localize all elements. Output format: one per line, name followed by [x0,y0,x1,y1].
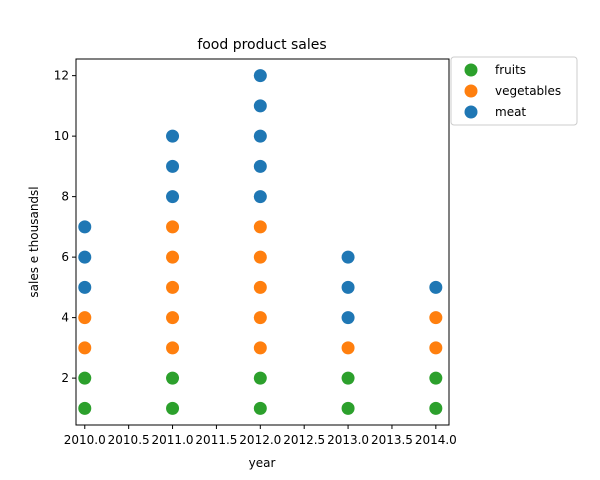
legend-frame [450,56,578,126]
y-tick-label: 12 [54,69,69,83]
legend-label-meat: meat [495,105,526,119]
point-fruits [341,371,355,385]
y-tick-label: 6 [61,250,69,264]
point-fruits [78,401,92,415]
legend: fruits vegetables meat [450,56,578,126]
point-meat [253,159,267,173]
point-vegetables [166,280,180,294]
point-vegetables [253,311,267,325]
x-tick-label: 2014.0 [415,433,457,447]
point-vegetables [253,220,267,234]
x-tick-label: 2010.0 [64,433,106,447]
x-axis-label: year [249,456,276,470]
legend-label-vegetables: vegetables [495,84,561,98]
point-vegetables [166,341,180,355]
x-tick-label: 2012.0 [239,433,281,447]
plot-frame [75,58,450,426]
point-fruits [429,371,443,385]
point-vegetables [253,250,267,264]
point-meat [429,280,443,294]
legend-marker-meat [464,105,478,119]
x-tick-label: 2011.0 [152,433,194,447]
point-fruits [166,371,180,385]
y-tick-label: 10 [54,129,69,143]
point-fruits [78,371,92,385]
x-tick-label: 2013.0 [327,433,369,447]
y-axis: 2 4 6 8 10 12 [54,69,76,385]
point-meat [341,311,355,325]
legend-label-fruits: fruits [495,63,526,77]
chart-title: food product sales [197,37,326,53]
point-meat [78,250,92,264]
point-vegetables [429,341,443,355]
point-vegetables [166,311,180,325]
point-meat [341,280,355,294]
y-axis-label: sales e thousandsl [27,186,41,297]
points-layer [78,69,443,415]
point-vegetables [341,341,355,355]
point-meat [166,159,180,173]
point-meat [253,99,267,113]
point-meat [253,69,267,83]
point-meat [253,129,267,143]
y-tick-label: 8 [61,190,69,204]
point-vegetables [166,250,180,264]
point-vegetables [78,311,92,325]
point-vegetables [78,341,92,355]
point-fruits [166,401,180,415]
point-fruits [253,371,267,385]
point-fruits [253,401,267,415]
legend-marker-vegetables [464,84,478,98]
point-vegetables [429,311,443,325]
y-tick-label: 2 [61,371,69,385]
point-meat [341,250,355,264]
point-vegetables [253,341,267,355]
x-tick-label: 2012.5 [283,433,325,447]
y-tick-label: 4 [61,311,69,325]
point-meat [78,280,92,294]
x-tick-label: 2010.5 [108,433,150,447]
point-fruits [341,401,355,415]
point-fruits [429,401,443,415]
x-tick-label: 2011.5 [195,433,237,447]
x-axis: 2010.0 2010.5 2011.0 2011.5 2012.0 2012.5 2013… [64,425,457,447]
point-meat [78,220,92,234]
legend-marker-fruits [464,63,478,77]
point-meat [166,129,180,143]
point-vegetables [253,280,267,294]
point-vegetables [166,220,180,234]
point-meat [253,190,267,204]
x-tick-label: 2013.5 [371,433,413,447]
point-meat [166,190,180,204]
